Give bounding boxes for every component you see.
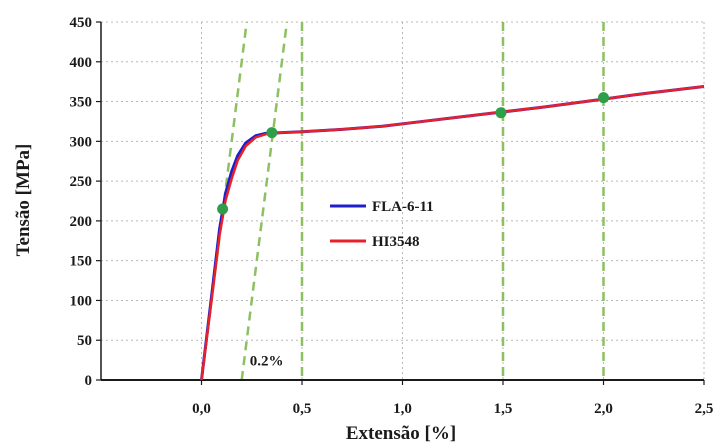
x-axis-label: Extensão [%] (346, 423, 456, 443)
y-tick-label: 200 (70, 214, 93, 230)
marker-point (598, 92, 609, 104)
y-tick-label: 450 (70, 15, 93, 31)
y-tick-label: 50 (77, 333, 92, 349)
y-tick-label: 0 (85, 373, 93, 389)
y-tick-label: 150 (70, 254, 93, 270)
x-tick-label: 0,5 (293, 401, 312, 417)
legend-label-2: HI3548 (372, 234, 420, 250)
grid (100, 21, 705, 380)
series (200, 84, 704, 380)
tick-labels: 0 50 100 150 200 250 300 350 400 450 0,0 0,5 1,0 1,5 2… (70, 15, 714, 417)
x-tick-label: 2,5 (695, 401, 714, 417)
x-tick-label: 0,0 (192, 401, 211, 417)
y-tick-label: 300 (70, 134, 93, 150)
markers (217, 92, 609, 215)
series-line-2 (200, 85, 704, 380)
marker-point (266, 127, 278, 139)
offset-annotation: 0.2% (250, 354, 284, 370)
annotations: 0.2% (250, 354, 284, 370)
y-tick-label: 250 (70, 174, 93, 190)
marker-point (217, 203, 229, 215)
y-tick-label: 350 (70, 95, 93, 111)
y-axis-label: Tensão [MPa] (13, 144, 34, 257)
y-tick-label: 400 (70, 55, 93, 71)
x-tick-label: 1,5 (494, 401, 513, 417)
legend-label-1: FLA-6-11 (372, 199, 434, 215)
marker-point (495, 107, 507, 119)
y-tick-label: 100 (70, 293, 93, 309)
x-tick-label: 1,0 (393, 401, 412, 417)
legend: FLA-6-11 HI3548 (330, 199, 434, 250)
x-tick-label: 2,0 (594, 401, 613, 417)
offset-guide-line (240, 22, 289, 380)
